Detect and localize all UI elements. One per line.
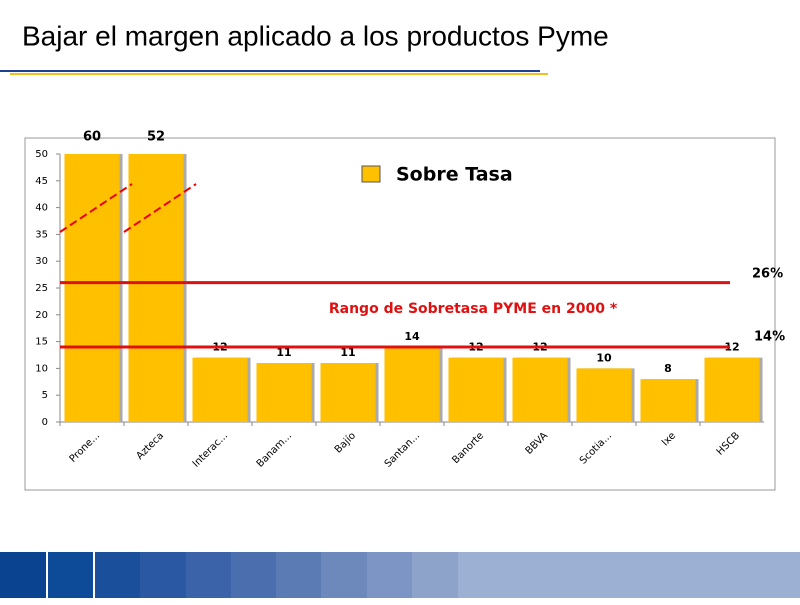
y-tick-label: 40 bbox=[35, 203, 48, 214]
y-tick-label: 45 bbox=[35, 176, 48, 187]
bar bbox=[320, 363, 376, 422]
bar bbox=[512, 357, 568, 422]
data-label: 12 bbox=[724, 341, 739, 354]
y-tick-label: 0 bbox=[42, 417, 48, 428]
break-mark bbox=[59, 183, 133, 233]
bar bbox=[256, 363, 312, 422]
reference-label: 26% bbox=[752, 267, 783, 282]
data-label: 8 bbox=[664, 362, 672, 375]
data-label: 52 bbox=[147, 130, 165, 145]
bar bbox=[576, 368, 632, 422]
data-label: 60 bbox=[83, 130, 101, 145]
y-tick-label: 10 bbox=[35, 363, 48, 374]
reference-label: 14% bbox=[754, 330, 785, 345]
annotation: Rango de Sobretasa PYME en 2000 * bbox=[329, 301, 618, 317]
y-tick-label: 35 bbox=[35, 229, 48, 240]
bar bbox=[704, 357, 760, 422]
data-label: 14 bbox=[404, 330, 420, 343]
break-mark bbox=[123, 183, 197, 233]
legend-swatch bbox=[361, 165, 381, 183]
y-tick-label: 30 bbox=[35, 256, 48, 267]
bar bbox=[640, 379, 696, 422]
y-tick-label: 20 bbox=[35, 310, 48, 321]
data-label: 10 bbox=[596, 351, 612, 364]
bar bbox=[192, 357, 248, 422]
data-label: 11 bbox=[276, 346, 291, 359]
y-tick-label: 5 bbox=[42, 390, 48, 401]
slide-title: Bajar el margen aplicado a los productos… bbox=[22, 20, 609, 51]
y-tick-label: 50 bbox=[35, 149, 48, 160]
footer-band bbox=[0, 552, 800, 598]
bar bbox=[448, 357, 504, 422]
data-label: 11 bbox=[340, 346, 355, 359]
bar bbox=[384, 346, 440, 422]
legend-label: Sobre Tasa bbox=[396, 164, 513, 186]
bars bbox=[64, 154, 763, 423]
y-tick-label: 15 bbox=[35, 337, 48, 348]
y-tick-label: 25 bbox=[35, 283, 48, 294]
